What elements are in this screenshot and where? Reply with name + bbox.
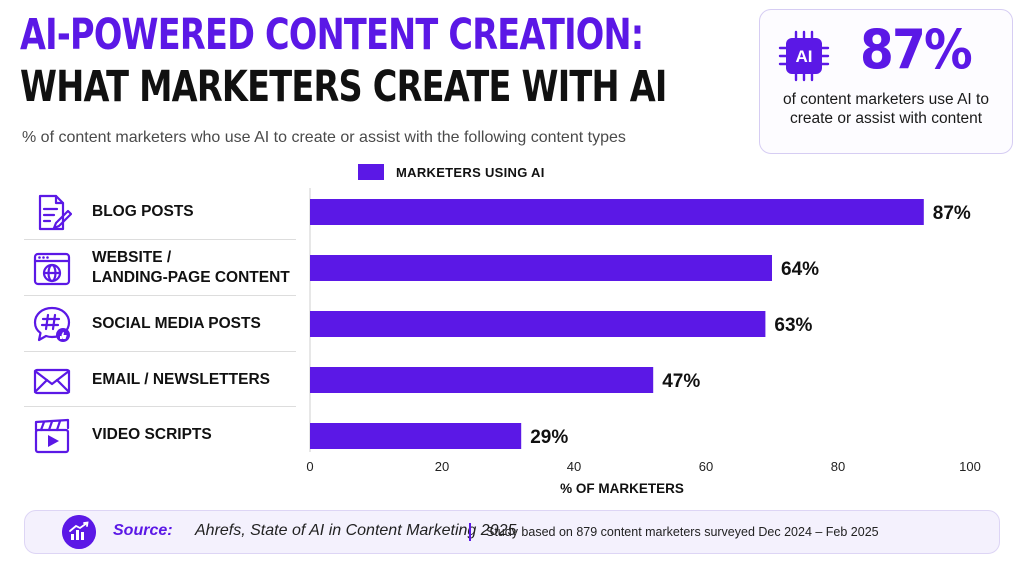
subtitle: % of content marketers who use AI to cre…: [22, 129, 626, 146]
row-divider: [24, 351, 296, 352]
x-tick-label: 40: [567, 459, 581, 474]
x-tick-label: 80: [831, 459, 845, 474]
study-note: Study based on 879 content marketers sur…: [486, 525, 879, 539]
bar: [310, 199, 924, 225]
bar: [310, 255, 772, 281]
stat-caption: of content marketers use AI to create or…: [783, 91, 989, 127]
legend-swatch: [358, 164, 384, 180]
row-divider: [24, 406, 296, 407]
category-row-website: WEBSITE / LANDING-PAGE CONTENT: [24, 240, 296, 295]
source-footer: Source: Ahrefs, State of AI in Content M…: [24, 510, 1000, 554]
category-row-social: SOCIAL MEDIA POSTS: [24, 296, 296, 351]
x-tick-label: 20: [435, 459, 449, 474]
clapperboard-play-icon: [34, 418, 70, 454]
bar-chart: 87% 64% 63% 47% 29% 0 20 40 60 80 100 % OF MARKETER…: [306, 188, 981, 496]
bar-value-label: 87%: [933, 203, 971, 224]
category-label-video: VIDEO SCRIPTS: [92, 407, 212, 462]
category-label-line: VIDEO SCRIPTS: [92, 425, 212, 443]
source-label: Source:: [113, 522, 173, 539]
x-tick-label: 60: [699, 459, 713, 474]
row-divider: [24, 239, 296, 240]
category-row-email: EMAIL / NEWSLETTERS: [24, 352, 296, 407]
bar-chart-icon: [62, 515, 96, 549]
title-line-1: AI-POWERED CONTENT CREATION:: [20, 10, 644, 60]
hashtag-chat-icon: [33, 306, 71, 342]
category-label-line: EMAIL / NEWSLETTERS: [92, 370, 270, 388]
bar-value-label: 29%: [530, 427, 568, 448]
category-label-social: SOCIAL MEDIA POSTS: [92, 296, 261, 351]
stat-value: 87%: [860, 18, 973, 81]
category-label-line: BLOG POSTS: [92, 202, 194, 220]
category-label-blog: BLOG POSTS: [92, 184, 194, 239]
category-row-blog: BLOG POSTS: [24, 184, 296, 239]
ai-chip-label: AI: [796, 47, 813, 66]
stat-callout: AI 87% of content marketers use AI to cr…: [759, 9, 1013, 154]
bar-value-label: 63%: [774, 315, 812, 336]
bar: [310, 423, 522, 449]
x-tick-label: 0: [306, 459, 313, 474]
source-text: Ahrefs, State of AI in Content Marketing…: [195, 522, 517, 539]
envelope-icon: [33, 368, 71, 395]
category-label-website: WEBSITE / LANDING-PAGE CONTENT: [92, 240, 290, 295]
x-axis-label: % OF MARKETERS: [560, 481, 684, 496]
title-line-2: WHAT MARKETERS CREATE WITH AI: [20, 62, 667, 112]
category-label-line: WEBSITE /: [92, 248, 172, 266]
category-label-line: SOCIAL MEDIA POSTS: [92, 314, 261, 332]
category-label-email: EMAIL / NEWSLETTERS: [92, 352, 270, 407]
x-tick-label: 100: [959, 459, 981, 474]
legend-label: MARKETERS USING AI: [396, 164, 545, 180]
category-label-line: LANDING-PAGE CONTENT: [92, 268, 290, 286]
ai-chip-icon: AI: [778, 30, 830, 82]
category-row-video: VIDEO SCRIPTS: [24, 407, 296, 462]
row-divider: [24, 295, 296, 296]
bar: [310, 311, 766, 337]
footer-separator: [469, 523, 471, 541]
chart-legend: MARKETERS USING AI: [358, 164, 545, 180]
document-pencil-icon: [38, 194, 72, 231]
bar: [310, 367, 654, 393]
bar-value-label: 47%: [662, 371, 700, 392]
browser-globe-icon: [33, 252, 71, 286]
bar-value-label: 64%: [781, 259, 819, 280]
